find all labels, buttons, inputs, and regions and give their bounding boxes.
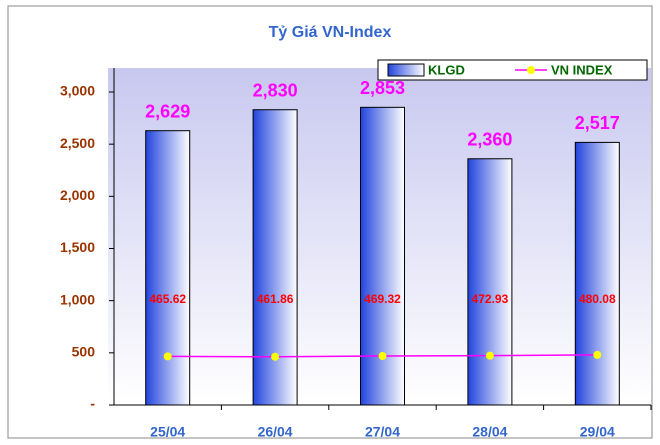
line-value-label: 469.32 [364,292,401,306]
y-tick-label: - [90,396,95,412]
line-value-label: 480.08 [579,292,616,306]
bar-value-label: 2,629 [145,101,190,121]
line-value-label: 461.86 [257,292,294,306]
line-marker [271,352,280,361]
bar [467,158,513,406]
line-marker [163,352,172,361]
y-tick-label: 3,000 [60,83,95,99]
bar [145,130,191,406]
chart-title: Tỷ Giá VN-Index [269,24,392,41]
x-tick-label: 27/04 [365,424,400,440]
x-tick-label: 28/04 [472,424,507,440]
y-tick-label: 500 [72,344,96,360]
y-tick-label: 1,000 [60,291,95,307]
line-marker [378,352,387,361]
bar-value-label: 2,360 [467,130,512,150]
x-tick-label: 25/04 [150,424,185,440]
bar-value-label: 2,830 [253,80,298,100]
bar-value-label: 2,853 [360,78,405,98]
line-marker [593,350,602,359]
x-tick-label: 29/04 [580,424,615,440]
line-value-label: 472.93 [472,292,509,306]
y-tick-label: 2,000 [60,187,95,203]
legend-marker [527,66,535,74]
line-value-label: 465.62 [149,292,186,306]
bar [360,106,405,406]
y-tick-label: 1,500 [60,239,95,255]
bar-value-label: 2,517 [575,113,620,133]
legend-label: VN INDEX [551,62,613,77]
y-tick-label: 2,500 [60,135,95,151]
legend [377,59,648,81]
legend-label: KLGD [428,62,465,77]
legend-swatch [387,63,425,77]
x-tick-label: 26/04 [258,424,293,440]
bar [574,141,620,406]
line-marker [485,351,494,360]
